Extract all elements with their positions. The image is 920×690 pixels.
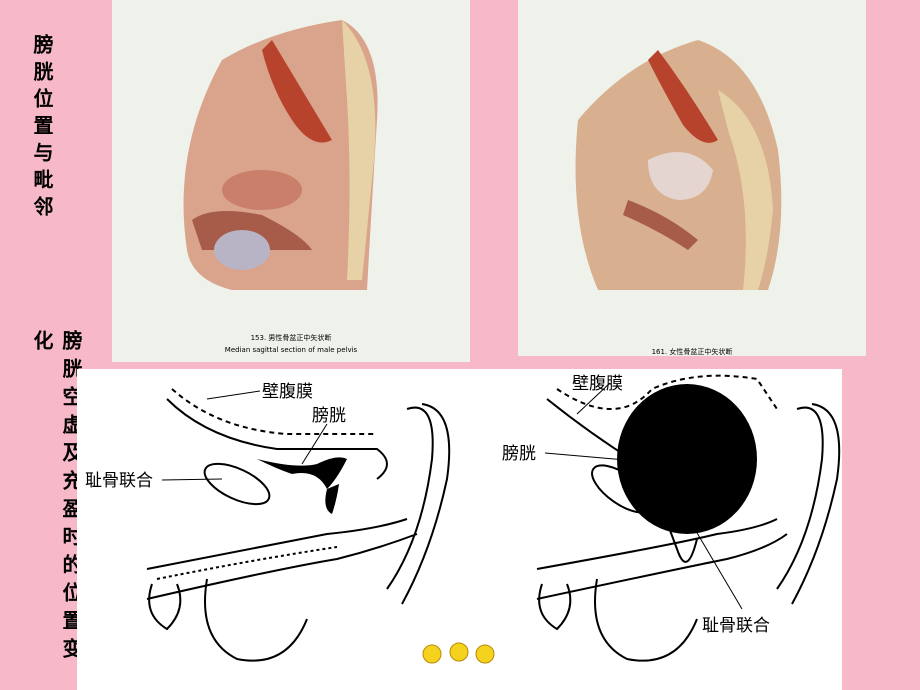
caption: 153. 男性骨盆正中矢状断 bbox=[251, 333, 332, 342]
label: 壁腹膜 bbox=[572, 374, 623, 394]
label: 耻骨联合 bbox=[702, 616, 770, 636]
male-pelvis-image: 153. 男性骨盆正中矢状断 Median sagittal section o… bbox=[112, 0, 470, 362]
female-pelvis-image: 161. 女性骨盆正中矢状断 bbox=[518, 0, 866, 356]
label: 膀胱 bbox=[312, 406, 346, 426]
heading: 膀胱位置与毗邻 bbox=[30, 34, 54, 223]
caption: Median sagittal section of male pelvis bbox=[225, 346, 358, 354]
label: 耻骨联合 bbox=[85, 471, 153, 491]
label: 壁腹膜 bbox=[262, 382, 313, 402]
caption: 161. 女性骨盆正中矢状断 bbox=[652, 347, 733, 356]
bladder-diagram: 壁腹膜 膀胱 耻骨联合 壁腹膜 膀胱 耻骨联合 bbox=[77, 369, 842, 690]
label: 膀胱 bbox=[502, 444, 536, 464]
